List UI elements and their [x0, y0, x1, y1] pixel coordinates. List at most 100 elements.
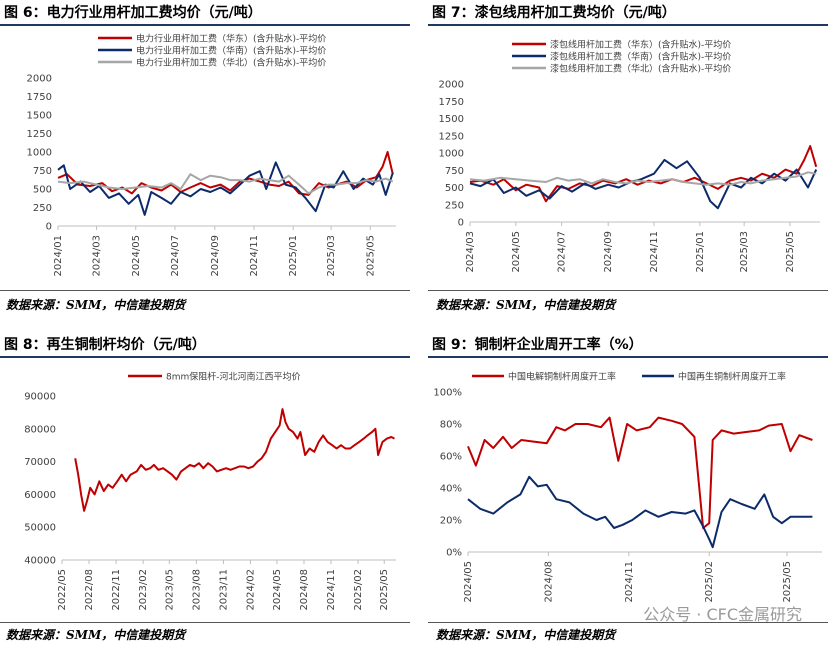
x-tick-label: 2024/05 — [463, 561, 474, 603]
legend-label: 电力行业用杆加工费（华东）(含升贴水)-平均价 — [136, 33, 326, 45]
y-tick-label: 500 — [445, 183, 464, 194]
y-tick-label: 2000 — [439, 80, 464, 91]
y-tick-label: 60% — [440, 452, 462, 463]
x-tick-label: 2025/05 — [379, 569, 390, 611]
y-tick-label: 1500 — [439, 114, 464, 125]
chart-8-svg: 40000 50000 60000 70000 80000 90000 2022/05 202… — [24, 371, 396, 611]
x-tick-label: 2024/09 — [603, 231, 614, 273]
y-tick-label: 1750 — [439, 97, 464, 108]
chart-9-svg: 0% 20% 40% 60% 80% 100% 2024/05 2024/08 2024/11 2… — [433, 371, 822, 603]
y-tick-label: 50000 — [24, 523, 56, 534]
series-line — [467, 475, 813, 549]
x-tick-label: 2024/03 — [465, 231, 476, 273]
x-tick-label: 2024/08 — [543, 561, 554, 603]
title-underline — [428, 24, 828, 26]
y-tick-label: 70000 — [24, 457, 56, 468]
source-rule — [428, 622, 828, 623]
x-tick-label: 2024/08 — [299, 569, 310, 611]
chart-9-title: 图 9：铜制杆企业周开工率（%） — [432, 337, 643, 353]
series-line — [74, 408, 395, 512]
y-tick-label: 1250 — [439, 131, 464, 142]
x-tick-label: 2025/05 — [785, 231, 796, 273]
y-tick-label: 1750 — [27, 92, 52, 103]
source-note: 数据来源：SMM，中信建投期货 — [436, 628, 616, 642]
title-underline — [0, 24, 410, 26]
y-tick-label: 0 — [458, 218, 464, 229]
x-tick-label: 2023/08 — [191, 569, 202, 611]
source-note: 数据来源：SMM，中信建投期货 — [6, 628, 186, 642]
chart-8-title: 图 8：再生铜制杆均价（元/吨） — [4, 337, 206, 353]
x-tick-label: 2025/02 — [353, 569, 364, 611]
x-tick-label: 2024/05 — [511, 231, 522, 273]
y-tick-label: 750 — [33, 166, 52, 177]
x-tick-label: 2024/01 — [53, 235, 64, 277]
y-tick-label: 1000 — [439, 149, 464, 160]
x-tick-label: 2025/03 — [326, 235, 337, 277]
x-tick-label: 2023/02 — [138, 569, 149, 611]
source-rule — [0, 290, 410, 291]
legend-label: 中国再生铜制杆周度开工率 — [678, 371, 786, 383]
title-underline — [428, 356, 828, 358]
y-tick-label: 40% — [440, 484, 462, 495]
y-tick-label: 20% — [440, 516, 462, 527]
x-tick-label: 2024/05 — [272, 569, 283, 611]
legend-label: 电力行业用杆加工费（华北）(含升贴水)-平均价 — [136, 57, 326, 69]
panel-chart-8: 图 8：再生铜制杆均价（元/吨） 40000 50000 60000 70000 800… — [0, 332, 410, 647]
chart-6-svg: 0 250 500 750 1000 1250 1500 1750 2000 2024/01 202… — [27, 33, 396, 277]
y-tick-label: 1500 — [27, 111, 52, 122]
x-tick-label: 2024/03 — [92, 235, 103, 277]
chart-7-title: 图 7：漆包线用杆加工费均价（元/吨） — [432, 5, 676, 21]
x-tick-label: 2024/07 — [170, 235, 181, 277]
legend-label: 漆包线用杆加工费（华南）(含升贴水)-平均价 — [550, 51, 731, 63]
x-tick-label: 2025/05 — [782, 561, 793, 603]
y-tick-label: 90000 — [24, 392, 56, 403]
series-line — [467, 416, 813, 529]
x-tick-label: 2024/02 — [245, 569, 256, 611]
y-tick-label: 1000 — [27, 148, 52, 159]
x-tick-label: 2024/09 — [210, 235, 221, 277]
x-tick-label: 2025/02 — [704, 561, 715, 603]
y-tick-label: 80000 — [24, 424, 56, 435]
y-tick-label: 0 — [46, 222, 52, 233]
y-tick-label: 80% — [440, 420, 462, 431]
panel-chart-7: 图 7：漆包线用杆加工费均价（元/吨） 0 250 500 750 1000 1250 15… — [428, 0, 832, 318]
legend-label: 8mm保阻杆-河北河南江西平均价 — [166, 371, 301, 383]
source-note: 数据来源：SMM，中信建投期货 — [6, 298, 186, 312]
x-tick-label: 2024/11 — [326, 569, 337, 611]
x-tick-label: 2025/01 — [288, 235, 299, 277]
source-note: 数据来源：SMM，中信建投期货 — [436, 298, 616, 312]
series-line — [469, 171, 817, 186]
series-line — [57, 173, 394, 195]
x-tick-label: 2024/05 — [131, 235, 142, 277]
source-rule — [0, 622, 410, 623]
x-tick-label: 2024/11 — [624, 561, 635, 603]
panel-chart-6: 图 6：电力行业用杆加工费均价（元/吨） 0 250 500 750 1000 1250 1… — [0, 0, 410, 318]
series-line — [57, 161, 394, 216]
x-tick-label: 2024/07 — [557, 231, 568, 273]
source-rule — [428, 290, 828, 291]
x-tick-label: 2025/01 — [695, 231, 706, 273]
y-tick-label: 40000 — [24, 556, 56, 567]
y-tick-label: 0% — [446, 548, 462, 559]
x-tick-label: 2023/11 — [218, 569, 229, 611]
legend-label: 电力行业用杆加工费（华南）(含升贴水)-平均价 — [136, 45, 326, 57]
x-tick-label: 2025/05 — [365, 235, 376, 277]
y-tick-label: 60000 — [24, 490, 56, 501]
legend-label: 中国电解铜制杆周度开工率 — [508, 371, 616, 383]
x-tick-label: 2023/05 — [164, 569, 175, 611]
y-tick-label: 250 — [33, 203, 52, 214]
y-tick-label: 500 — [33, 185, 52, 196]
legend-label: 漆包线用杆加工费（华北）(含升贴水)-平均价 — [550, 63, 731, 75]
y-tick-label: 750 — [445, 166, 464, 177]
chart-6-title: 图 6：电力行业用杆加工费均价（元/吨） — [4, 5, 262, 21]
legend-label: 漆包线用杆加工费（华东）(含升贴水)-平均价 — [550, 39, 731, 51]
series-line — [469, 158, 818, 210]
chart-7-svg: 0 250 500 750 1000 1250 1500 1750 2000 2024/03 202… — [439, 39, 820, 273]
y-tick-label: 100% — [433, 388, 462, 399]
x-tick-label: 2024/11 — [249, 235, 260, 277]
title-underline — [0, 356, 410, 358]
x-tick-label: 2022/05 — [57, 569, 68, 611]
x-tick-label: 2024/11 — [649, 231, 660, 273]
y-tick-label: 250 — [445, 200, 464, 211]
x-tick-label: 2025/03 — [739, 231, 750, 273]
